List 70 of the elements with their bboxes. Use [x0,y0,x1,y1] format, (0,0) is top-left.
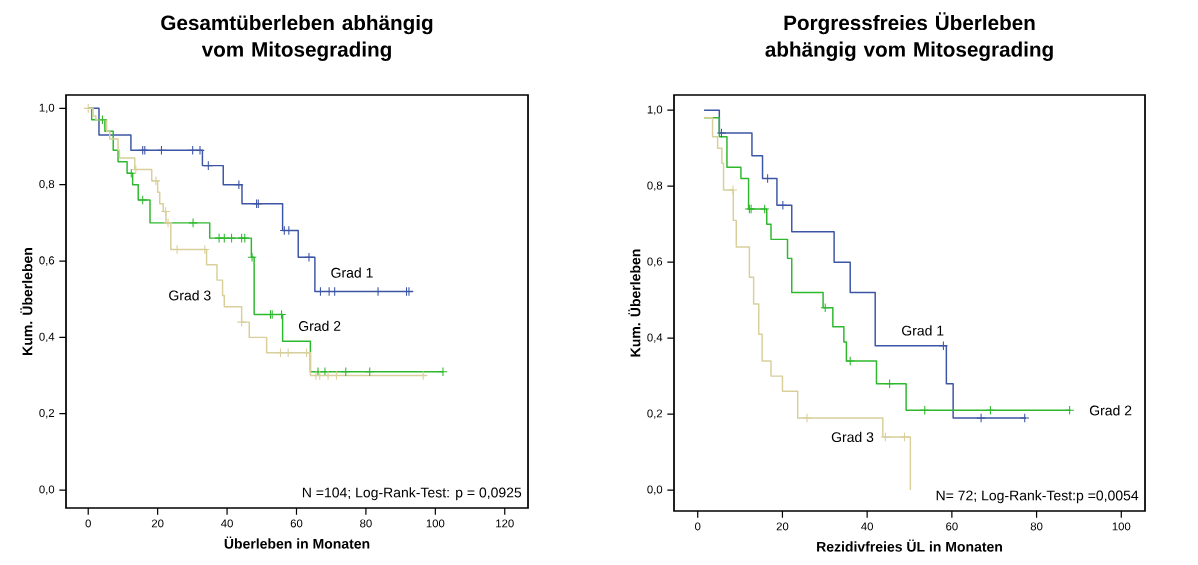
point [151,176,161,186]
y-axis-title: Kum. Überleben [628,249,641,357]
point [802,413,812,423]
series-label: Grad 3 [831,431,874,443]
x-tick-label: 80 [360,519,372,528]
point [137,195,148,205]
point [301,347,312,358]
point [438,366,448,377]
annotation: N =104; Log-Rank-Test: p = 0,0925 [302,487,522,501]
point [219,233,230,243]
point [938,340,949,351]
point [236,317,247,327]
chart-title: Porgressfreies Überleben abhängig vom Mitosegrading [765,12,1053,61]
point [716,128,727,138]
point [899,432,910,442]
y-tick-label: 1,0 [39,103,55,114]
y-tick-label: 0,4 [647,333,663,343]
point [778,200,788,210]
x-tick-label: 40 [221,519,233,528]
point [880,432,891,442]
point [919,405,930,416]
y-tick-label: 0,0 [39,485,55,495]
x-tick-label: 120 [496,519,514,528]
point [203,160,214,171]
y-tick-label: 1,0 [647,105,663,115]
x-axis-title: Überleben in Monaten [224,536,370,549]
point [976,413,986,423]
x-tick-label: 0 [85,519,91,528]
point [195,145,205,156]
y-tick-label: 0,6 [39,256,55,266]
x-tick-label: 80 [1030,522,1043,531]
point [759,204,770,214]
x-tick-label: 100 [426,519,445,528]
series-label: Grad 2 [298,320,341,332]
point [884,378,895,389]
series-label: Grad 2 [1089,405,1132,416]
x-axis-title: Rezidivfreies ÜL in Monaten [817,539,1002,552]
point [247,252,257,263]
chart-title: Gesamtüberleben abhängig vom Mitosegrading [161,14,433,61]
series-label: Grad 3 [169,290,211,301]
point [234,179,244,190]
y-tick-label: 0,4 [39,332,55,343]
x-tick-label: 60 [290,519,303,528]
point [304,252,314,263]
annotation: N= 72; Log-Rank-Test:p =0,0054 [936,490,1139,504]
series-label: Grad 1 [331,267,373,278]
y-tick-label: 0,0 [647,485,663,495]
y-tick-label: 0,2 [39,409,55,419]
y-tick-label: 0,8 [647,181,663,191]
point [163,218,173,228]
y-axis-title: Kum. Überleben [20,248,33,355]
x-tick-label: 60 [946,522,958,531]
point [188,218,198,228]
x-tick-label: 20 [151,519,164,528]
point [1019,413,1030,423]
point [156,145,167,156]
point [364,366,375,377]
y-tick-label: 0,2 [647,409,663,419]
point [845,356,856,366]
x-tick-label: 20 [776,522,789,531]
point [985,405,996,416]
y-tick-label: 0,6 [647,257,663,267]
x-tick-label: 0 [695,522,701,531]
point [728,185,738,195]
series-label: Grad 1 [902,325,944,336]
x-tick-label: 100 [1112,522,1131,531]
y-tick-label: 0,8 [39,180,55,190]
point [1064,405,1075,416]
x-tick-label: 40 [861,522,874,531]
point [226,233,237,243]
